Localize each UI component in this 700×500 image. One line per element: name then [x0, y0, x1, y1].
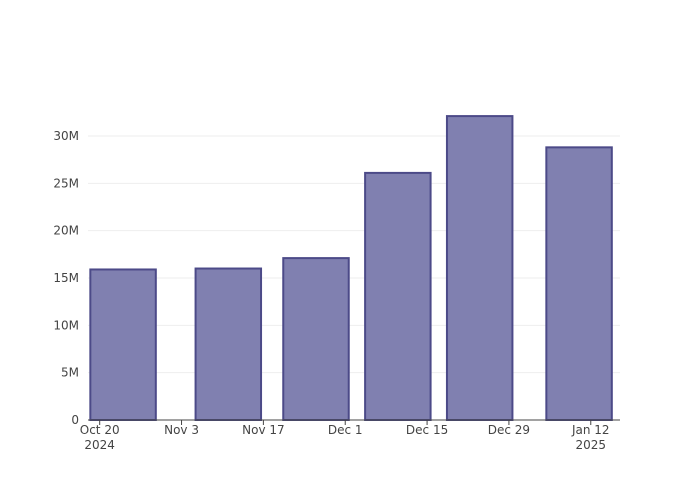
x-tick-label: Dec 1 [328, 423, 363, 437]
y-tick-label: 30M [53, 129, 79, 143]
bar [282, 257, 350, 421]
y-tick-label: 15M [53, 271, 79, 285]
bar [545, 146, 613, 421]
y-tick-label: 10M [53, 318, 79, 332]
y-tick-label: 5M [61, 366, 79, 380]
bar [89, 268, 157, 422]
x-tick-label: Dec 15 [406, 423, 448, 437]
y-tick-label: 20M [53, 224, 79, 238]
x-tick-label: Nov 17 [242, 423, 285, 437]
bar [194, 267, 263, 422]
x-tick-label: Dec 29 [488, 423, 530, 437]
bar [445, 115, 514, 422]
x-tick-label: Oct 20 2024 [80, 423, 120, 452]
bar [364, 171, 432, 421]
y-tick-label: 0 [71, 413, 79, 427]
y-tick-label: 25M [53, 176, 79, 190]
x-tick-label: Nov 3 [164, 423, 199, 437]
x-tick-label: Jan 12 2025 [571, 423, 610, 452]
